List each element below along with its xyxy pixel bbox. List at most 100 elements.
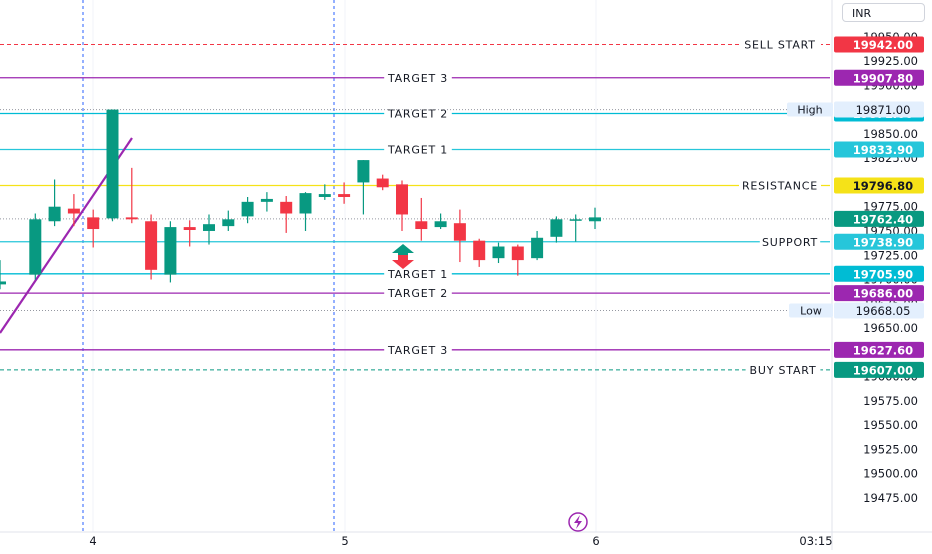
candle-body (453, 223, 466, 241)
price-badge (834, 69, 924, 86)
level-label: SUPPORT (762, 236, 818, 249)
candle-body (29, 219, 42, 275)
price-badge (834, 233, 924, 250)
y-tick-label: 19525.00 (863, 442, 918, 456)
y-tick-label: 19550.00 (863, 418, 918, 432)
high-marker-badge (834, 101, 924, 118)
price-badge-value: 19833.90 (853, 143, 913, 157)
y-tick-label: 19925.00 (863, 54, 918, 68)
price-badge-value: 19627.60 (853, 343, 913, 357)
y-tick-label: 19475.00 (863, 491, 918, 505)
x-tick-label: 5 (341, 534, 348, 548)
candle-body (0, 281, 6, 285)
level-label: TARGET 3 (387, 344, 448, 357)
level-label-bg (384, 286, 452, 301)
last-price-value: 19762.40 (853, 212, 913, 226)
candle-body (473, 240, 486, 261)
level-label-bg (384, 142, 452, 157)
price-badge-value: 19738.90 (853, 235, 913, 249)
level-label-bg (384, 70, 452, 85)
price-badge-value: 19907.80 (853, 71, 913, 85)
candle-body (48, 206, 61, 222)
price-badge (834, 36, 924, 53)
level-label: BUY START (750, 364, 817, 377)
candle-body (106, 109, 119, 219)
low-marker-label: Low (800, 305, 822, 318)
level-label: TARGET 1 (387, 144, 448, 157)
price-badge-value: 19607.00 (853, 363, 913, 377)
level-label-bg (759, 234, 821, 249)
price-badge (834, 265, 924, 282)
time-label: 03:15 (799, 534, 832, 548)
candle-body (318, 194, 331, 197)
level-label: TARGET 3 (387, 72, 448, 85)
y-tick-label: 19575.00 (863, 394, 918, 408)
level-label: TARGET 2 (387, 107, 448, 120)
candle-body (569, 219, 582, 221)
candle-body (299, 193, 312, 214)
candle-body (164, 227, 177, 275)
candle-body (87, 217, 100, 230)
level-label-bg (384, 106, 452, 121)
candle-body (183, 227, 196, 231)
candle-body (376, 178, 389, 188)
level-label-bg (745, 362, 821, 377)
candle-body (531, 237, 544, 259)
price-badge (834, 141, 924, 158)
level-label: SELL START (744, 39, 816, 52)
arrow-down-icon (392, 255, 414, 269)
level-label: RESISTANCE (742, 180, 818, 193)
x-tick-label: 6 (592, 534, 599, 548)
candle-body (550, 219, 563, 237)
y-tick-label: 19500.00 (863, 467, 918, 481)
level-label-bg (384, 342, 452, 357)
candle-body (492, 246, 505, 259)
price-badge-value: 19705.90 (853, 267, 913, 281)
candle-body (203, 224, 215, 231)
level-label-bg (384, 266, 452, 281)
currency-selector[interactable]: INR (842, 3, 925, 22)
high-marker-bg (787, 102, 833, 117)
y-tick-label: 19775.00 (863, 200, 918, 214)
candle-body (434, 221, 447, 228)
price-badge (834, 285, 924, 302)
high-marker-label: High (797, 103, 822, 116)
level-label-bg (739, 178, 821, 193)
price-badge (834, 177, 924, 194)
price-badge-value: 19796.80 (853, 179, 913, 193)
level-label: TARGET 1 (387, 268, 448, 281)
candle-body (125, 217, 138, 220)
candle-body (357, 160, 370, 183)
candle-body (260, 198, 273, 202)
price-badge (834, 361, 924, 378)
candle-body (415, 221, 428, 230)
price-badge (834, 341, 924, 358)
y-tick-label: 19850.00 (863, 127, 918, 141)
candle-body (222, 219, 235, 227)
candle-body (67, 208, 80, 214)
price-badge-value: 19686.00 (853, 287, 913, 301)
price-badge-value: 19942.00 (853, 38, 913, 52)
level-label-bg (739, 37, 821, 52)
candle-body (280, 201, 293, 214)
low-marker-value: 19668.05 (856, 304, 911, 318)
level-label: TARGET 2 (387, 287, 448, 300)
lightning-icon (574, 515, 582, 529)
currency-label: INR (852, 7, 872, 20)
candle-body (589, 217, 601, 222)
low-marker-badge (834, 302, 924, 319)
high-marker-value: 19871.00 (856, 103, 911, 117)
x-tick-label: 4 (89, 534, 96, 548)
candle-body (338, 194, 351, 197)
low-marker-bg (789, 303, 833, 318)
candle-body (145, 221, 158, 270)
arrow-up-icon (392, 244, 414, 258)
last-price-badge (834, 210, 924, 227)
candle-body (511, 246, 524, 261)
y-tick-label: 19725.00 (863, 248, 918, 262)
candle-body (396, 184, 408, 215)
candle-body (241, 201, 254, 217)
y-tick-label: 19650.00 (863, 321, 918, 335)
